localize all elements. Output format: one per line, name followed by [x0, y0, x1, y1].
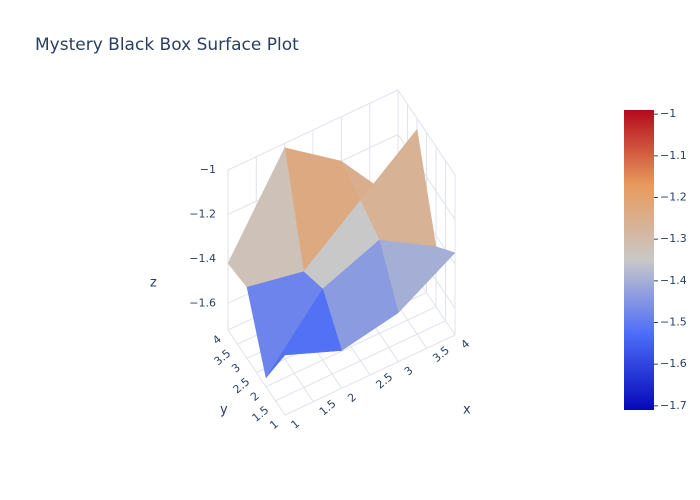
colorbar-tick-label: −1.4	[660, 274, 687, 287]
z-grid-line	[227, 89, 399, 171]
y-tick-label: 2	[248, 389, 262, 403]
x-axis-title: x	[463, 403, 471, 418]
z-tick-label: −1.4	[189, 252, 216, 265]
colorbar-tick-label: −1.5	[660, 316, 687, 329]
colorbar-tick-label: −1.6	[660, 357, 687, 370]
y-grid-line	[284, 334, 456, 416]
colorbar-tick-label: −1.3	[660, 232, 687, 245]
colorbar-tick-label: −1.2	[660, 191, 687, 204]
chart-title: Mystery Black Box Surface Plot	[35, 35, 299, 55]
x-tick-label: 3.5	[430, 344, 452, 365]
colorbar-tick-label: −1.1	[660, 149, 687, 162]
z-tick-label: −1	[200, 163, 216, 176]
x-tick-label: 2.5	[374, 370, 396, 391]
x-tick-label: 1.5	[317, 397, 339, 418]
y-tick-label: 1	[267, 418, 281, 432]
y-tick-label: 4	[210, 333, 224, 347]
x-tick-label: 1	[289, 417, 303, 431]
x-tick-label: 2	[345, 390, 359, 404]
colorbar-tick-label: −1.7	[660, 399, 687, 412]
z-grid-line	[397, 89, 456, 176]
z-axis-title: z	[150, 276, 157, 291]
z-tick-label: −1.6	[189, 296, 216, 309]
y-tick-label: 3	[229, 361, 243, 375]
y-axis-title: y	[220, 403, 228, 418]
surface-cell	[265, 288, 342, 379]
x-tick-label: 4	[459, 337, 473, 351]
colorbar-tick-label: −1	[660, 107, 676, 120]
x-tick-label: 3	[402, 364, 416, 378]
z-tick-label: −1.2	[189, 207, 216, 220]
y-grid-line	[275, 320, 446, 402]
colorbar	[624, 110, 654, 410]
y-grid-line	[265, 306, 437, 388]
